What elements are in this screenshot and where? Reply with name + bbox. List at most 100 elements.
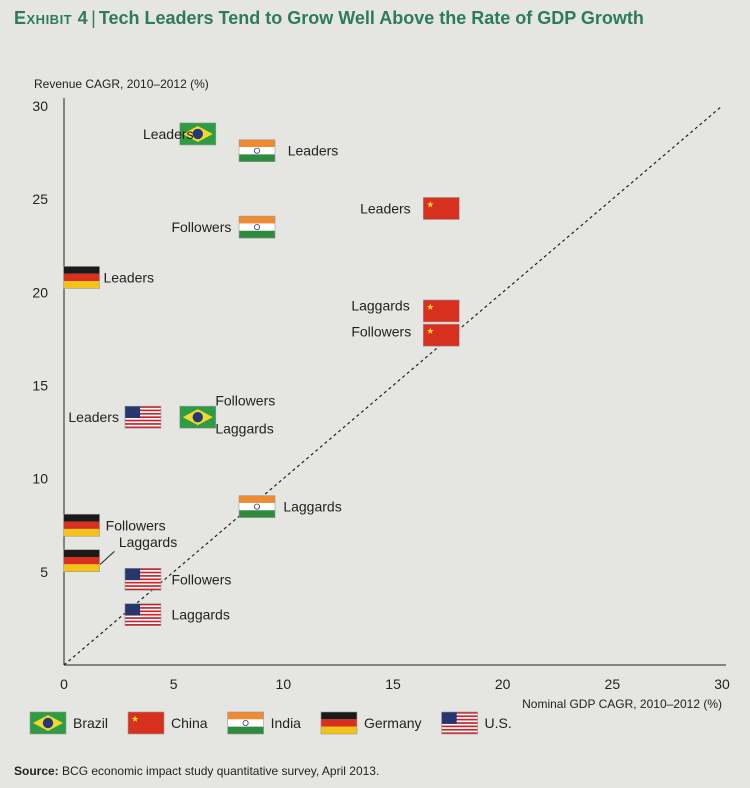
india-flag-wheel	[242, 719, 249, 726]
point-label: Leaders	[360, 200, 411, 216]
brazil-flag-globe	[192, 411, 203, 423]
india-flag-saffron	[239, 495, 276, 503]
us-flag-stripe	[124, 578, 161, 581]
y-tick-label: 5	[40, 564, 48, 580]
china-flag: ★	[422, 299, 460, 323]
us-flag-stripe	[124, 613, 161, 616]
china-flag: ★	[422, 323, 460, 347]
china-flag-field	[423, 197, 460, 220]
us-flag-stripe	[124, 575, 161, 577]
scatter-chart: 5 10 15 20 25 30 0 5 10 15 20 25 30 Revenue CAGR, 201…	[29, 77, 730, 735]
flag-border	[422, 197, 460, 220]
legend-label: Germany	[364, 715, 422, 731]
legend-label: U.S.	[485, 715, 512, 731]
flag-border	[320, 711, 358, 735]
india-flag-saffron	[239, 216, 276, 224]
flag-border	[238, 495, 276, 518]
x-tick-label: 15	[385, 676, 401, 692]
point-label: Followers	[351, 323, 411, 339]
india-flag-green	[239, 154, 276, 162]
us-flag-stripe	[124, 607, 161, 609]
us-flag-stripe	[124, 426, 161, 429]
x-tick-label: 5	[170, 676, 178, 692]
us-flag-stripe	[441, 712, 478, 714]
y-tick-label: 25	[32, 191, 48, 207]
germany-flag-gold	[320, 726, 357, 734]
germany-flag-black	[63, 514, 100, 522]
china-flag-star: ★	[426, 327, 434, 337]
us-flag-stripe	[124, 571, 161, 574]
india-flag-green	[227, 726, 264, 734]
us-flag-canton	[124, 603, 141, 616]
y-tick-label: 20	[32, 284, 48, 300]
us-flag-stripe	[124, 423, 161, 425]
china-flag-star: ★	[426, 200, 434, 210]
legend-china-flag: ★	[127, 711, 165, 735]
source-text: BCG economic impact study quantitative s…	[62, 764, 380, 778]
china-flag-field	[423, 324, 460, 347]
india-flag	[238, 215, 276, 239]
us-flag	[124, 603, 162, 626]
us-flag-canton	[441, 712, 457, 724]
us-flag-stripe	[124, 568, 161, 570]
china-flag: ★	[422, 197, 460, 220]
germany-flag	[63, 266, 100, 289]
us-flag-stripe	[441, 732, 478, 734]
germany-flag-gold	[63, 564, 100, 572]
point-label: Laggards	[351, 297, 409, 313]
legend-label: India	[271, 715, 302, 731]
source-note: Source: BCG economic impact study quanti…	[14, 764, 379, 778]
germany-flag	[63, 549, 100, 572]
y-tick-label: 30	[32, 98, 48, 114]
us-flag-stripe	[441, 725, 478, 728]
us-flag-stripe	[124, 412, 161, 415]
x-axis-title: Nominal GDP CAGR, 2010–2012 (%)	[522, 697, 722, 711]
germany-flag-red	[63, 273, 100, 282]
us-flag-stripe	[441, 715, 478, 718]
y-tick-label: 10	[32, 471, 48, 487]
label-leader-line	[99, 550, 115, 565]
brazil-flag	[179, 122, 217, 146]
us-flag-stripe	[124, 416, 161, 419]
india-flag-wheel	[254, 224, 261, 231]
china-flag-star: ★	[426, 303, 434, 313]
flag-border	[179, 405, 217, 429]
china-flag-field	[423, 299, 460, 322]
flag-border	[124, 567, 162, 591]
india-flag-white	[239, 147, 276, 155]
us-flag-stripe	[124, 610, 161, 613]
x-tick-label: 0	[60, 676, 68, 692]
us-flag-stripe	[124, 409, 161, 412]
legend-label: Brazil	[73, 715, 108, 731]
flag-border	[179, 122, 217, 146]
us-flag-stripe	[124, 406, 161, 408]
india-flag-white	[239, 223, 276, 231]
us-flag	[124, 567, 162, 591]
point-label: Leaders	[288, 143, 339, 159]
germany-flag-black	[320, 712, 357, 720]
india-flag-wheel	[254, 147, 261, 154]
legend-us-flag	[441, 711, 478, 735]
us-flag-stripe	[124, 585, 161, 587]
germany-flag-gold	[63, 528, 100, 537]
x-tick-label: 30	[714, 676, 730, 692]
chart-title: Exhibit 4 | Tech Leaders Tend to Grow Well…	[14, 8, 644, 29]
india-flag-saffron	[239, 139, 276, 148]
flag-border	[422, 299, 460, 323]
flag-border	[238, 215, 276, 239]
china-flag-star: ★	[131, 715, 139, 725]
point-label: Leaders	[143, 126, 194, 142]
germany-flag-red	[63, 556, 100, 565]
germany-flag	[63, 513, 100, 537]
legend-india-flag	[227, 711, 264, 735]
germany-flag-black	[63, 266, 100, 274]
brazil-flag	[179, 405, 217, 429]
exhibit-title: Tech Leaders Tend to Grow Well Above the…	[98, 8, 644, 28]
brazil-flag-globe	[42, 717, 54, 729]
point-label: Followers	[171, 571, 231, 587]
flag-border	[29, 711, 67, 735]
us-flag-stripe	[124, 623, 161, 626]
y-axis-title: Revenue CAGR, 2010–2012 (%)	[34, 77, 209, 91]
point-label: Followers	[215, 392, 275, 408]
india-flag-saffron	[227, 712, 264, 720]
